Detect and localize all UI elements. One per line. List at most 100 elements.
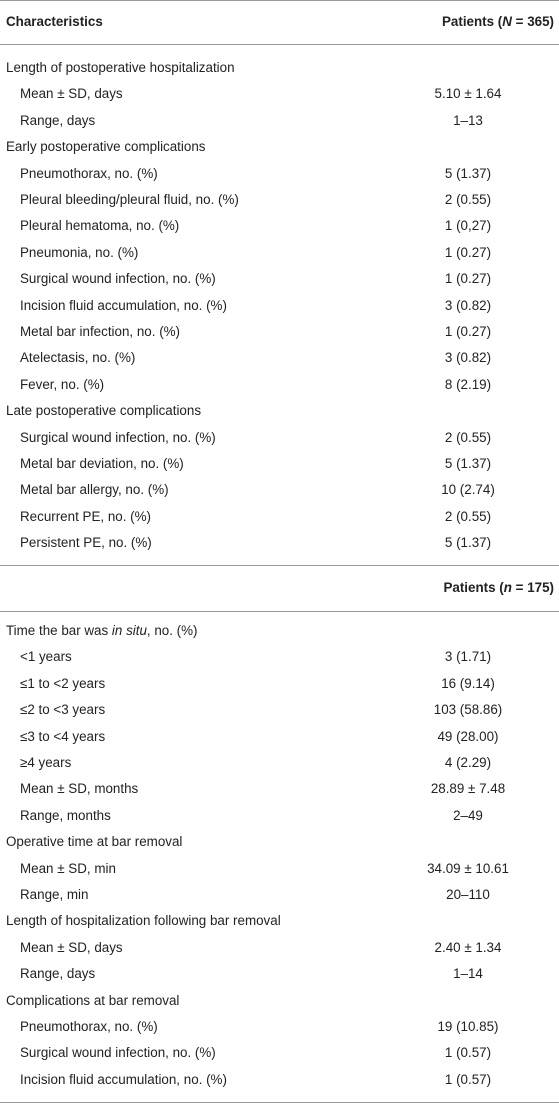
rule-line xyxy=(0,611,559,612)
row-value: 8 (2.19) xyxy=(444,376,492,392)
row-value: 5 (1.37) xyxy=(444,535,492,551)
row-label: Pneumonia, no. (%) xyxy=(20,244,139,260)
table-row: <1 years 3 (1.71) xyxy=(0,644,559,670)
rule-line xyxy=(0,44,559,45)
table-row: Metal bar infection, no. (%) 1 (0.27) xyxy=(0,319,559,345)
table-row: Range, min 20–110 xyxy=(0,882,559,908)
row-label: <1 years xyxy=(20,649,72,665)
group-label: Time the bar was in situ, no. (%) xyxy=(6,618,198,644)
row-label: Metal bar deviation, no. (%) xyxy=(20,456,184,471)
table-row: Pneumothorax, no. (%) 19 (10.85) xyxy=(0,1014,559,1040)
row-value: 1 (0,27) xyxy=(444,218,492,234)
text-part: n xyxy=(503,580,512,595)
table-row: ≤3 to <4 years 49 (28.00) xyxy=(0,724,559,750)
row-value: 3 (0.82) xyxy=(444,297,492,313)
table-row: Patients (n = 175) xyxy=(0,575,559,601)
row-value: 4 (2.29) xyxy=(444,755,492,770)
table-row: Pleural bleeding/pleural fluid, no. (%) 2… xyxy=(0,187,559,213)
table-row: Early postoperative complications xyxy=(0,134,559,160)
row-label: Range, days xyxy=(20,966,96,982)
row-label: Metal bar allergy, no. (%) xyxy=(20,482,169,498)
row-value: 20–110 xyxy=(446,887,490,902)
group-label: Length of postoperative hospitalization xyxy=(6,60,235,75)
row-value: 5 (1.37) xyxy=(444,165,492,181)
table-row: Length of hospitalization following bar … xyxy=(0,908,559,934)
table-row: Late postoperative complications xyxy=(0,398,559,424)
table-row: Atelectasis, no. (%) 3 (0.82) xyxy=(0,345,559,371)
row-value: 16 (9.14) xyxy=(441,675,495,691)
table-row: Pleural hematoma, no. (%) 1 (0,27) xyxy=(0,213,559,239)
row-label: Atelectasis, no. (%) xyxy=(20,350,136,366)
row-value: 3 (1.71) xyxy=(444,649,492,665)
row-label: Surgical wound infection, no. (%) xyxy=(20,1045,216,1061)
row-value: 5 (1.37) xyxy=(444,456,492,471)
row-label: Metal bar infection, no. (%) xyxy=(20,324,181,339)
row-label: ≥4 years xyxy=(20,755,72,770)
row-value: 1 (0.57) xyxy=(444,1045,492,1061)
table-row: Characteristics Patients (N = 365) xyxy=(0,9,559,35)
table-row: Surgical wound infection, no. (%) 1 (0.27… xyxy=(0,266,559,292)
table-row: Metal bar allergy, no. (%) 10 (2.74) xyxy=(0,477,559,503)
table-row: ≥4 years 4 (2.29) xyxy=(0,750,559,776)
table-row: Recurrent PE, no. (%) 2 (0.55) xyxy=(0,504,559,530)
rule-line xyxy=(0,1102,559,1103)
row-label: ≤3 to <4 years xyxy=(20,728,106,744)
table-row: Pneumothorax, no. (%) 5 (1.37) xyxy=(0,161,559,187)
table-row: Surgical wound infection, no. (%) 2 (0.55… xyxy=(0,425,559,451)
table-row: Operative time at bar removal xyxy=(0,829,559,855)
table-row: Mean ± SD, days 5.10 ± 1.64 xyxy=(0,81,559,107)
table-row: Mean ± SD, days 2.40 ± 1.34 xyxy=(0,935,559,961)
row-label: Pleural bleeding/pleural fluid, no. (%) xyxy=(20,192,239,207)
row-label: Surgical wound infection, no. (%) xyxy=(20,271,216,287)
table-row: Range, months 2–49 xyxy=(0,803,559,829)
row-label: Pneumothorax, no. (%) xyxy=(20,1019,158,1034)
text-part: Time the bar was xyxy=(6,623,112,638)
row-value: 1 (0.57) xyxy=(444,1071,492,1087)
rule-line xyxy=(0,565,559,566)
text-part: = 365) xyxy=(511,14,554,29)
row-label: Fever, no. (%) xyxy=(20,376,105,392)
row-value: 103 (58.86) xyxy=(433,702,503,718)
table-row: ≤2 to <3 years 103 (58.86) xyxy=(0,697,559,723)
row-value: 49 (28.00) xyxy=(437,728,499,744)
text-part: Patients ( xyxy=(441,14,503,29)
row-value: 5.10 ± 1.64 xyxy=(434,86,502,102)
table-row: ≤1 to <2 years 16 (9.14) xyxy=(0,671,559,697)
group-label: Late postoperative complications xyxy=(6,403,202,419)
table-row: Mean ± SD, months 28.89 ± 7.48 xyxy=(0,776,559,802)
table-row: Incision fluid accumulation, no. (%) 1 (0… xyxy=(0,1067,559,1093)
rule-line xyxy=(0,0,559,1)
text-part: Patients ( xyxy=(443,580,504,595)
row-value: 34.09 ± 10.61 xyxy=(427,860,509,876)
table-row: Range, days 1–13 xyxy=(0,108,559,134)
table-row: Complications at bar removal xyxy=(0,988,559,1014)
row-value: 1 (0.27) xyxy=(444,271,492,287)
row-label: Incision fluid accumulation, no. (%) xyxy=(20,297,227,313)
row-label: Pleural hematoma, no. (%) xyxy=(20,218,180,234)
text-part: in situ xyxy=(111,623,147,638)
table-row: Metal bar deviation, no. (%) 5 (1.37) xyxy=(0,451,559,477)
row-label: Persistent PE, no. (%) xyxy=(20,535,152,551)
table-row: Persistent PE, no. (%) 5 (1.37) xyxy=(0,530,559,556)
row-label: ≤2 to <3 years xyxy=(20,702,106,718)
row-value: 10 (2.74) xyxy=(441,482,495,498)
text-part: = 175) xyxy=(511,580,554,595)
row-value: 2 (0.55) xyxy=(444,429,492,445)
group-label: Length of hospitalization following bar … xyxy=(6,913,281,929)
row-label: Pneumothorax, no. (%) xyxy=(20,165,158,181)
row-label: Range, min xyxy=(20,887,89,902)
row-label: Mean ± SD, min xyxy=(20,860,116,876)
row-value: 2 (0.55) xyxy=(444,192,492,207)
row-label: Range, days xyxy=(20,112,96,128)
text-part: N xyxy=(502,14,512,29)
table-row: Fever, no. (%) 8 (2.19) xyxy=(0,372,559,398)
row-value: 1 (0.27) xyxy=(444,244,492,260)
row-label: ≤1 to <2 years xyxy=(20,675,106,691)
row-value: 2 (0.55) xyxy=(444,508,492,524)
row-label: Recurrent PE, no. (%) xyxy=(20,508,151,524)
row-label: Incision fluid accumulation, no. (%) xyxy=(20,1071,227,1087)
group-label: Operative time at bar removal xyxy=(6,834,183,850)
row-value: 2.40 ± 1.34 xyxy=(434,939,502,955)
group-label: Complications at bar removal xyxy=(6,992,180,1008)
